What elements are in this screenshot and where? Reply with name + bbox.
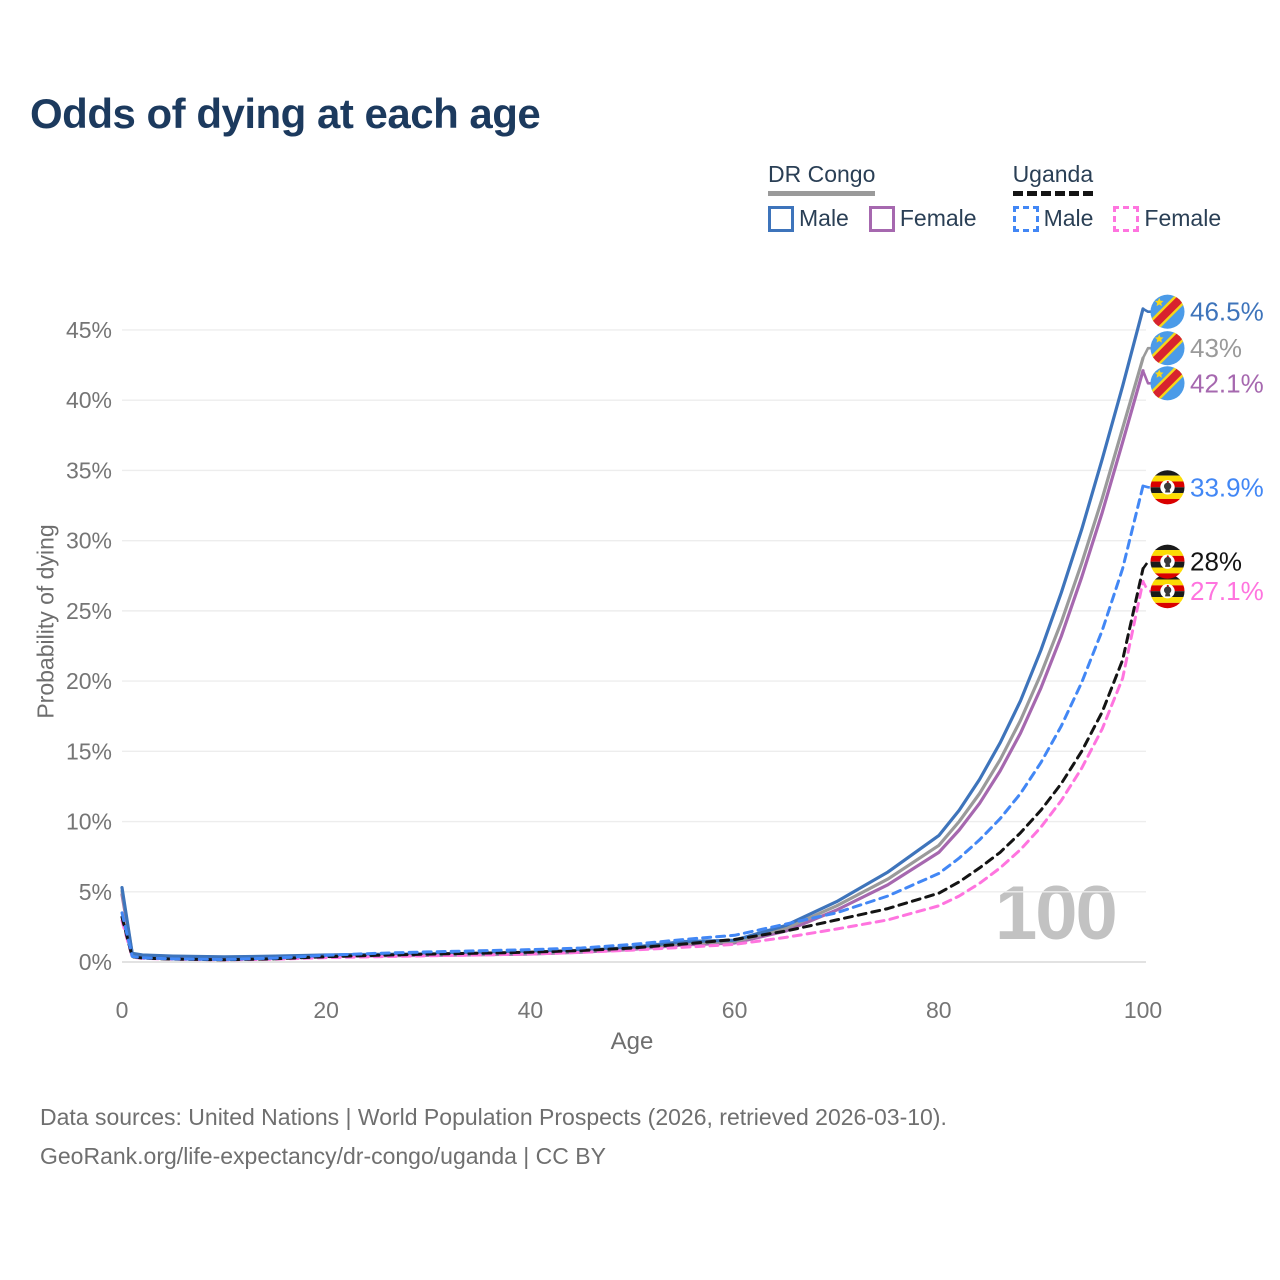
legend: DR Congo Male Female Uganda Male [768,161,1221,232]
drc-female-swatch-icon [868,205,895,232]
y-tick-label-15: 15% [66,738,112,764]
flag-uga-icon [1150,574,1185,609]
y-tick-label-25: 25% [66,598,112,624]
x-tick-label-100: 100 [1124,997,1162,1023]
legend-group-uga-header: Uganda [1012,161,1094,196]
x-tick-label-60: 60 [722,997,748,1023]
series-line-uga-male [120,484,1145,961]
y-tick-label-5: 5% [79,879,112,905]
y-tick-label-10: 10% [66,809,112,835]
footer: Data sources: United Nations | World Pop… [40,1098,947,1176]
series-line-drc-female [120,369,1145,959]
end-label-uga-both: 28% [1190,547,1242,577]
y-tick-label-40: 40% [66,387,112,413]
x-tick-label-40: 40 [518,997,544,1023]
legend-label-drc-female: Female [899,205,977,231]
y-tick-label-45: 45% [66,317,112,343]
footer-line-1: Data sources: United Nations | World Pop… [40,1104,947,1130]
end-label-layer: 42.1% 43% 46.5% 27.1%28% 33.9% [1141,287,1264,609]
legend-group-drc: DR Congo Male Female [768,161,977,232]
x-tick-label-20: 20 [313,997,339,1023]
legend-group-drc-header: DR Congo [768,161,876,196]
y-tick-label-20: 20% [66,668,112,694]
leader-uga-both [1141,560,1152,570]
footer-line-2: GeoRank.org/life-expectancy/dr-congo/uga… [40,1143,606,1169]
flag-uga-icon [1150,470,1185,505]
series-line-drc-both [120,356,1145,959]
legend-group-uga-items: Male Female [1012,205,1221,232]
x-tick-label-0: 0 [116,997,129,1023]
series-line-uga-female [120,579,1145,962]
y-tick-label-0: 0% [79,949,112,975]
legend-label-uga-female: Female [1144,205,1222,231]
x-axis-title: Age [610,1028,654,1055]
legend-item-drc-male[interactable]: Male [768,205,849,232]
uga-male-swatch-icon [1012,205,1039,232]
end-label-uga-male: 33.9% [1190,472,1264,502]
age-counter-watermark: 100 [995,871,1118,956]
flag-uga-icon [1150,544,1185,579]
legend-item-uga-male[interactable]: Male [1012,205,1094,232]
legend-group-uga: Uganda Male Female [1012,161,1221,232]
series-layer [120,307,1145,962]
legend-label-uga-male: Male [1043,205,1094,231]
legend-item-drc-female[interactable]: Female [868,205,977,232]
end-label-drc-female: 42.1% [1190,368,1264,398]
legend-label-drc-male: Male [799,205,849,231]
drc-male-swatch-icon [768,205,794,232]
axis-tick-layer: 0% 5% 10% 15% 20% 25% 30% 35% 40% 45% 0 20 40 60 80 100 [66,317,1162,1023]
y-tick-label-35: 35% [66,457,112,483]
uga-female-swatch-icon [1113,205,1140,232]
grid-layer [122,329,1146,963]
y-tick-label-30: 30% [66,528,112,554]
legend-group-drc-items: Male Female [768,205,977,232]
x-tick-label-80: 80 [926,997,952,1023]
legend-item-uga-female[interactable]: Female [1113,205,1221,232]
end-label-drc-both: 43% [1190,333,1242,363]
end-label-uga-female: 27.1% [1190,576,1264,606]
page-title: Odds of dying at each age [30,90,541,137]
leader-uga-male [1142,484,1152,489]
end-label-drc-male: 46.5% [1190,297,1264,327]
